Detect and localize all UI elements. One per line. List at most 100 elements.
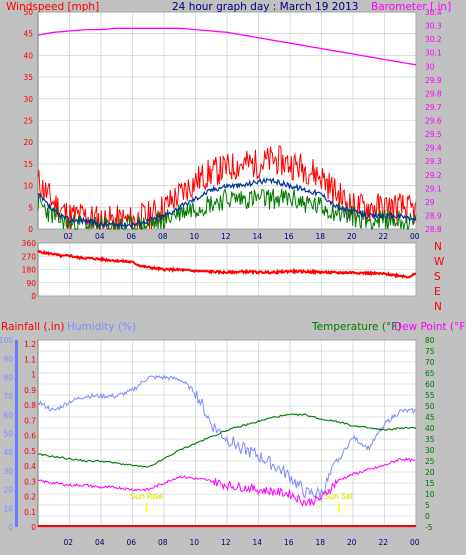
barometer-line — [37, 27, 417, 66]
humidity-tick-label: 100 — [0, 336, 13, 345]
barometer-tick-label: 29.3 — [425, 157, 442, 166]
barometer-tick-label: 29.2 — [425, 171, 442, 180]
wind-x-tick-label: 16 — [284, 232, 294, 241]
windspeed-tick-label: 30 — [23, 95, 33, 104]
temperature-y-axis: -5 0 5 10 15 20 25 30 35 40 45 50 55 60 65 70 75 80 — [425, 336, 435, 532]
barometer-tick-label: 29.4 — [425, 144, 442, 153]
wind-x-tick-label: 06 — [127, 232, 137, 241]
humidity-tick-label: 70 — [3, 392, 13, 401]
humidity-tick-label: 30 — [3, 467, 13, 476]
rainfall-tick-label: 0.3 — [24, 477, 36, 486]
wind-speed-line — [37, 188, 417, 231]
barometer-tick-label: 30.3 — [425, 22, 442, 31]
dewpoint-axis-label: Dew Point (°F) — [394, 321, 466, 333]
windspeed-tick-label: 35 — [23, 73, 33, 82]
direction-tick-label: 360 — [22, 239, 37, 248]
temp-x-tick-label: 06 — [127, 538, 137, 547]
humidity-line — [37, 374, 416, 499]
rainfall-tick-label: 1.1 — [24, 355, 36, 364]
windspeed-tick-label: 25 — [23, 117, 33, 126]
compass-label: N — [434, 301, 442, 313]
temperature-tick-label: 25 — [425, 457, 435, 466]
barometer-tick-label: 29.8 — [425, 89, 442, 98]
chart-title: 24 hour graph day : March 19 2013 — [172, 1, 358, 13]
windspeed-axis-label: Windspeed [mph] — [6, 1, 99, 13]
direction-tick-label: 90 — [26, 279, 36, 288]
barometer-tick-label: 30.4 — [425, 8, 442, 17]
temperature-tick-label: 75 — [425, 347, 435, 356]
barometer-axis-label: Barometer [.in] — [371, 1, 451, 13]
barometer-tick-label: 30.2 — [425, 35, 442, 44]
barometer-tick-label: 29.6 — [425, 117, 442, 126]
temperature-tick-label: 35 — [425, 435, 435, 444]
rainfall-tick-label: 0.9 — [24, 386, 36, 395]
windspeed-tick-label: 15 — [23, 160, 33, 169]
rainfall-tick-label: 0.6 — [24, 432, 36, 441]
rainfall-tick-label: 1 — [31, 371, 36, 380]
temp-x-axis: 02 04 06 08 10 12 14 16 18 20 22 00 — [64, 538, 420, 547]
compass-label: E — [434, 286, 441, 298]
temperature-tick-label: 5 — [425, 501, 430, 510]
humidity-tick-label: 20 — [3, 486, 13, 495]
windspeed-tick-label: 5 — [28, 203, 33, 212]
wind-average-line — [37, 177, 417, 230]
wind-gust-line — [37, 145, 417, 230]
wind-x-tick-label: 04 — [95, 232, 105, 241]
barometer-tick-label: 30.1 — [425, 49, 442, 58]
humidity-tick-label: 50 — [3, 430, 13, 439]
direction-tick-label: 0 — [31, 292, 36, 301]
windspeed-tick-label: 45 — [23, 30, 33, 39]
rainfall-y-axis: 0 0.1 0.2 0.3 0.4 0.5 0.6 0.7 0.8 0.9 1 1.1 1.2 — [24, 340, 36, 532]
temperature-tick-label: 60 — [425, 380, 435, 389]
wind-x-tick-label: 22 — [379, 232, 389, 241]
rainfall-tick-label: 0.5 — [24, 447, 36, 456]
wind-y-axis: 0 5 10 15 20 25 30 35 40 45 50 — [23, 8, 33, 234]
direction-tick-label: 180 — [22, 266, 37, 275]
compass-label: S — [434, 271, 441, 283]
temperature-tick-label: 50 — [425, 402, 435, 411]
rainfall-tick-label: 0.4 — [24, 462, 36, 471]
wind-x-tick-label: 14 — [253, 232, 263, 241]
windspeed-tick-label: 20 — [23, 138, 33, 147]
humidity-y-axis: 0 10 20 30 40 50 60 70 80 90 100 — [0, 336, 13, 532]
temp-x-tick-label: 20 — [347, 538, 357, 547]
humidity-tick-label: 10 — [3, 504, 13, 513]
sun-events: Sun Rise Sun Set — [130, 492, 353, 513]
temperature-tick-label: 80 — [425, 336, 435, 345]
temperature-tick-label: 40 — [425, 424, 435, 433]
temp-grid — [38, 339, 417, 528]
rainfall-tick-label: 0.7 — [24, 416, 36, 425]
humidity-scale-bar — [15, 340, 18, 527]
compass-label: W — [434, 256, 445, 268]
humidity-tick-label: 0 — [8, 523, 13, 532]
windspeed-tick-label: 0 — [28, 225, 33, 234]
windspeed-tick-label: 10 — [23, 182, 33, 191]
direction-series — [37, 249, 417, 279]
compass-label: N — [434, 241, 442, 253]
temperature-tick-label: 70 — [425, 358, 435, 367]
rainfall-tick-label: 0 — [31, 523, 36, 532]
temperature-tick-label: 20 — [425, 468, 435, 477]
wind-x-tick-label: 02 — [64, 232, 74, 241]
temp-series — [37, 374, 417, 527]
direction-y-axis: 0 90 180 270 360 — [22, 239, 37, 301]
humidity-tick-label: 40 — [3, 448, 13, 457]
rainfall-tick-label: 1.2 — [24, 340, 36, 349]
temperature-tick-label: 55 — [425, 391, 435, 400]
temperature-axis-label: Temperature (°F) — [311, 321, 401, 333]
wind-x-tick-label: 00 — [410, 232, 420, 241]
humidity-tick-label: 90 — [3, 355, 13, 364]
temp-x-tick-label: 12 — [221, 538, 231, 547]
wind-direction-line — [37, 249, 417, 279]
dewpoint-line — [37, 457, 416, 507]
wind-x-tick-label: 20 — [347, 232, 357, 241]
windspeed-tick-label: 40 — [23, 51, 33, 60]
sun-event-label: Sun Rise — [130, 492, 163, 501]
temp-x-tick-label: 00 — [410, 538, 420, 547]
windspeed-tick-label: 50 — [23, 8, 33, 17]
wind-series — [37, 27, 417, 231]
wind-grid — [38, 11, 417, 230]
temp-x-tick-label: 02 — [64, 538, 74, 547]
